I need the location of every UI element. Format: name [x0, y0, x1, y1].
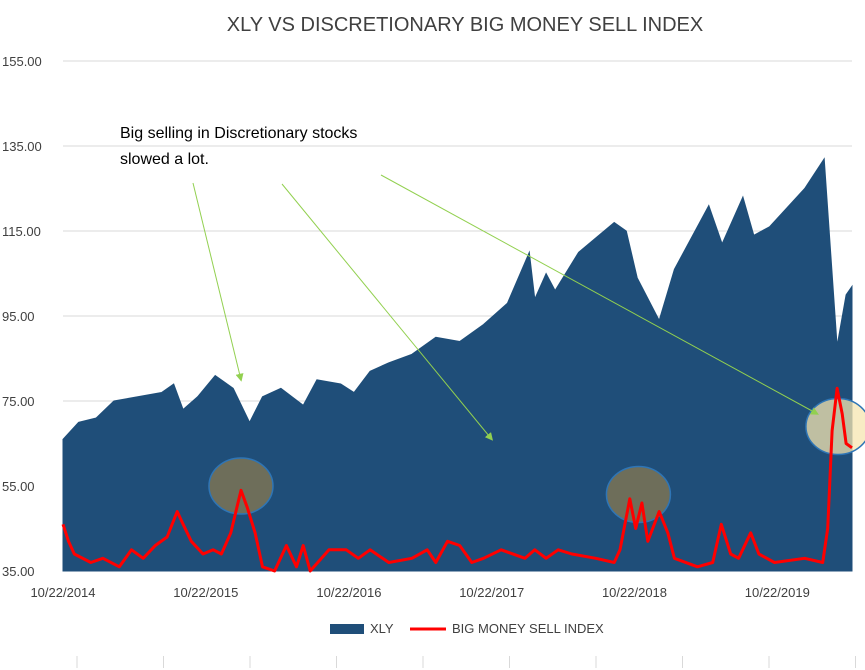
legend-label-sell-index: BIG MONEY SELL INDEX — [452, 621, 604, 636]
highlight-circles — [208, 397, 865, 524]
sell-index-line-series — [61, 386, 853, 573]
x-tick-label-0: 10/22/2014 — [30, 585, 95, 600]
annotation-line-2: slowed a lot. — [120, 151, 209, 168]
y-tick-label-2: 115.00 — [2, 224, 41, 239]
annotation-arrow-1 — [281, 183, 493, 441]
x-tick-label-5: 10/22/2019 — [745, 585, 810, 600]
x-tick-label-2: 10/22/2016 — [316, 585, 381, 600]
x-tick-label-4: 10/22/2018 — [602, 585, 667, 600]
y-tick-label-4: 75.00 — [2, 394, 35, 409]
x-tick-label-1: 10/22/2015 — [173, 585, 238, 600]
highlight-circle-0 — [208, 457, 274, 515]
bottom-tick-marks — [76, 656, 856, 668]
y-tick-label-6: 35.00 — [2, 564, 35, 579]
annotation-arrow-0 — [192, 182, 244, 382]
annotation-arrows — [192, 174, 819, 441]
xly-area-series — [62, 157, 853, 572]
y-tick-label-3: 95.00 — [2, 309, 35, 324]
legend-swatch-xly — [330, 624, 364, 634]
sell-index-line — [61, 386, 853, 573]
annotation-line-1: Big selling in Discretionary stocks — [120, 125, 357, 142]
y-tick-label-0: 155.00 — [2, 54, 42, 69]
y-axis-ticks: 155.00 135.00 115.00 95.00 75.00 55.00 35.00 — [2, 54, 42, 579]
legend: XLY BIG MONEY SELL INDEX — [330, 621, 604, 636]
x-axis-ticks: 10/22/2014 10/22/2015 10/22/2016 10/22/2017… — [30, 585, 809, 600]
x-tick-label-3: 10/22/2017 — [459, 585, 524, 600]
y-tick-label-5: 55.00 — [2, 479, 35, 494]
annotation-arrow-2 — [380, 174, 819, 415]
y-tick-label-1: 135.00 — [2, 139, 42, 154]
xly-area — [62, 157, 853, 572]
chart-title: XLY VS DISCRETIONARY BIG MONEY SELL INDE… — [227, 14, 703, 36]
legend-label-xly: XLY — [370, 621, 394, 636]
